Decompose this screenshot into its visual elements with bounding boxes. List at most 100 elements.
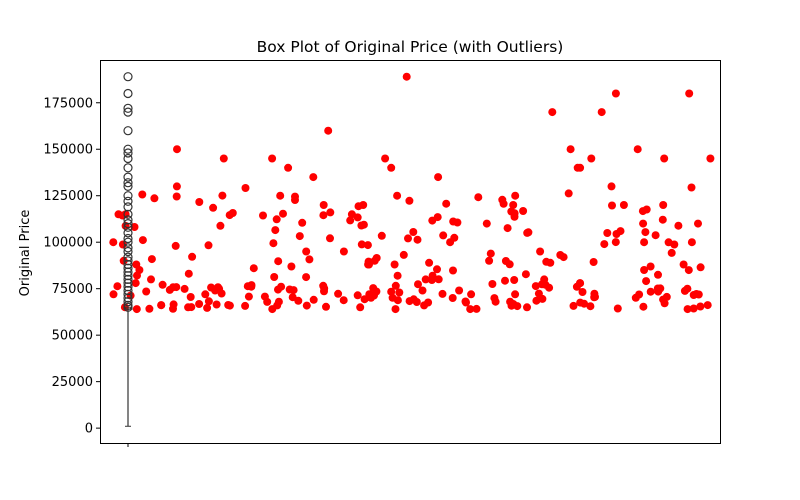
scatter-point: [319, 201, 328, 209]
scatter-point: [524, 228, 533, 237]
scatter-point: [448, 294, 457, 302]
scatter-point: [172, 283, 181, 292]
box-outlier: [123, 209, 133, 219]
scatter-point: [285, 285, 294, 294]
scatter-point: [413, 235, 422, 244]
scatter-point: [364, 257, 373, 266]
scatter-point: [449, 266, 457, 275]
box-outlier: [123, 126, 133, 136]
chart-title: Box Plot of Original Price (with Outlier…: [257, 38, 564, 56]
scatter-point: [607, 182, 616, 191]
scatter-point: [212, 300, 221, 309]
y-axis: 0 25000 50000 75000 100000 125000 150000 175000: [43, 96, 100, 437]
scatter-point: [706, 154, 715, 163]
scatter-point: [680, 286, 689, 295]
scatter-point: [488, 280, 497, 288]
scatter-point: [130, 223, 139, 231]
scatter-point: [279, 209, 287, 218]
scatter-point: [421, 275, 430, 284]
scatter-point: [689, 304, 698, 313]
scatter-point: [442, 199, 451, 208]
scatter-point: [195, 198, 204, 206]
box-outlier: [123, 237, 133, 247]
scatter-point: [540, 275, 549, 284]
scatter-point: [486, 249, 495, 258]
y-tick-label: 175000: [43, 96, 93, 111]
scatter-point: [390, 260, 399, 269]
scatter-point: [273, 301, 282, 310]
scatter-point: [509, 201, 518, 209]
scatter-point: [696, 263, 705, 272]
scatter-point: [113, 282, 122, 291]
scatter-point: [201, 290, 210, 299]
scatter-point: [434, 173, 443, 182]
y-tick-label: 0: [85, 422, 93, 437]
scatter-point: [576, 279, 585, 288]
scatter-point: [211, 286, 220, 295]
scatter-point: [204, 297, 213, 306]
scatter-point: [395, 288, 404, 297]
box-outlier: [123, 222, 133, 232]
scatter-point: [576, 163, 585, 172]
scatter-point: [326, 234, 334, 243]
scatter-point: [679, 260, 688, 269]
scatter-point: [703, 301, 712, 310]
scatter-point: [696, 302, 705, 311]
scatter-point: [446, 238, 455, 247]
scatter-point: [274, 257, 283, 266]
scatter-point: [414, 280, 422, 289]
scatter-point: [224, 301, 233, 309]
scatter-point: [586, 302, 595, 311]
scatter-point: [305, 255, 314, 264]
scatter-point: [638, 207, 647, 216]
scatter-point: [578, 288, 587, 296]
box-outlier: [123, 297, 133, 307]
scatter-point: [511, 290, 520, 299]
scatter-point: [425, 258, 434, 267]
scatter-point: [633, 145, 642, 154]
scatter-point: [145, 304, 154, 313]
scatter-point: [569, 301, 578, 310]
scatter-point: [472, 304, 481, 313]
scatter-point: [658, 215, 667, 224]
box-outlier: [123, 243, 133, 253]
scatter-point: [402, 72, 411, 81]
box-outlier: [123, 219, 133, 229]
box-outlier: [123, 293, 133, 303]
scatter-point: [566, 145, 575, 154]
box-outlier: [123, 144, 133, 154]
scatter-point: [433, 213, 442, 222]
box-outlier: [123, 148, 133, 158]
scatter-point: [268, 154, 277, 163]
scatter-point: [209, 203, 218, 212]
scatter-point: [587, 154, 596, 163]
scatter-point: [357, 240, 366, 249]
scatter-point: [147, 275, 155, 284]
scatter-point: [474, 193, 483, 202]
scatter-point: [589, 258, 598, 266]
axes-frame: [100, 60, 721, 444]
scatter-point: [662, 292, 671, 301]
scatter-point: [485, 256, 494, 265]
scatter-point: [157, 301, 166, 310]
scatter-point: [219, 154, 228, 163]
scatter-point: [339, 296, 348, 305]
scatter-point: [685, 89, 694, 98]
scatter-point: [195, 300, 204, 308]
box-outlier: [123, 181, 133, 191]
scatter-point: [510, 209, 519, 218]
scatter-point: [646, 262, 655, 271]
scatter-point: [132, 305, 141, 314]
scatter-point: [173, 145, 181, 154]
scatter-point: [131, 279, 140, 288]
scatter-point: [180, 284, 189, 293]
scatter-point: [391, 305, 400, 314]
scatter-point: [270, 273, 279, 281]
scatter-point: [687, 183, 696, 192]
box-outlier: [123, 153, 133, 164]
scatter-point: [387, 163, 396, 172]
scatter-point: [434, 275, 443, 284]
scatter-point: [388, 293, 397, 302]
